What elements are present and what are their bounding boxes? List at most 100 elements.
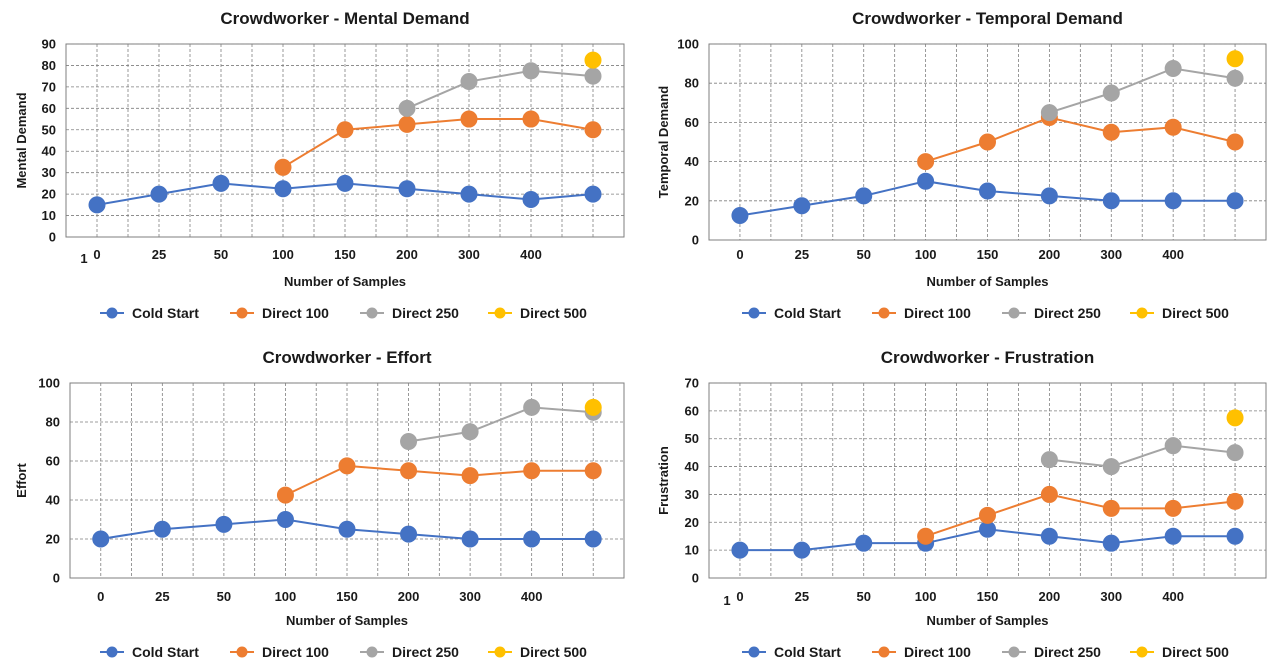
data-point-direct-100 bbox=[584, 121, 602, 139]
y-tick-label: 40 bbox=[685, 459, 699, 474]
x-tick-label: 50 bbox=[217, 589, 231, 604]
chart-title: Crowdworker - Mental Demand bbox=[220, 9, 469, 28]
data-point-direct-100 bbox=[584, 462, 602, 480]
y-tick-label: 50 bbox=[685, 431, 699, 446]
data-point-direct-100 bbox=[917, 527, 935, 545]
x-tick-label: 150 bbox=[977, 589, 999, 604]
series-line-direct-100 bbox=[285, 464, 594, 497]
data-point-cold-start bbox=[979, 182, 996, 200]
y-tick-label: 40 bbox=[42, 144, 56, 159]
data-point-direct-250 bbox=[400, 433, 418, 450]
x-tick-label: 25 bbox=[152, 247, 166, 262]
data-point-direct-100 bbox=[398, 115, 416, 133]
x-tick-label: 0 bbox=[93, 247, 100, 262]
y-tick-label: 0 bbox=[692, 233, 699, 248]
x-tick-label: 300 bbox=[458, 247, 480, 262]
x-tick-label: 150 bbox=[334, 247, 356, 262]
y-tick-label: 60 bbox=[685, 403, 699, 418]
data-point-direct-100 bbox=[1040, 485, 1058, 503]
y-tick-label: 80 bbox=[685, 76, 699, 91]
series-line-direct-250 bbox=[1049, 67, 1236, 114]
data-point-direct-250 bbox=[1164, 60, 1182, 77]
y-tick-label: 0 bbox=[49, 230, 56, 245]
x-tick-label: 50 bbox=[214, 247, 228, 262]
data-point-cold-start bbox=[584, 530, 602, 548]
x-tick-label: 0 bbox=[736, 247, 743, 262]
data-point-direct-250 bbox=[1102, 84, 1120, 102]
data-point-direct-100 bbox=[400, 462, 418, 480]
x-tick-label: 50 bbox=[856, 247, 870, 262]
data-point-direct-250 bbox=[1040, 451, 1058, 469]
data-point-cold-start bbox=[793, 541, 811, 559]
legend-item-direct-100: Direct 100 bbox=[872, 644, 971, 660]
legend-label: Direct 250 bbox=[1034, 305, 1101, 321]
y-tick-label: 0 bbox=[53, 571, 60, 586]
legend-item-direct-500: Direct 500 bbox=[1130, 644, 1229, 660]
legend-label: Direct 250 bbox=[1034, 644, 1101, 660]
legend-label: Direct 250 bbox=[392, 644, 459, 660]
legend-marker bbox=[1136, 646, 1148, 658]
legend-label: Cold Start bbox=[774, 644, 841, 660]
data-point-direct-250 bbox=[1226, 69, 1244, 87]
data-point-direct-100 bbox=[338, 457, 356, 475]
x-tick-label: 0 bbox=[736, 589, 743, 604]
x-tick-label: 150 bbox=[977, 247, 999, 262]
x-tick-label: 300 bbox=[459, 589, 481, 604]
data-point-direct-250 bbox=[1040, 104, 1058, 122]
y-tick-label: 60 bbox=[685, 115, 699, 130]
x-tick-label: 400 bbox=[1162, 247, 1184, 262]
data-point-cold-start bbox=[1040, 187, 1058, 205]
y-axis-label: Mental Demand bbox=[14, 92, 29, 188]
y-tick-label: 70 bbox=[42, 79, 56, 94]
legend-item-cold-start: Cold Start bbox=[742, 644, 841, 660]
data-point-cold-start bbox=[1226, 192, 1244, 210]
y-tick-label: 20 bbox=[685, 193, 699, 208]
legend-item-cold-start: Cold Start bbox=[100, 305, 199, 321]
x-tick-label: 150 bbox=[336, 589, 358, 604]
y-tick-label: 80 bbox=[46, 415, 60, 430]
data-point-cold-start bbox=[1040, 527, 1058, 545]
data-point-cold-start bbox=[400, 525, 418, 543]
legend-label: Direct 100 bbox=[904, 644, 971, 660]
legend-marker bbox=[878, 646, 890, 658]
data-point-cold-start bbox=[92, 530, 110, 548]
data-point-direct-100 bbox=[522, 110, 540, 128]
data-point-direct-250 bbox=[1226, 444, 1244, 462]
data-point-cold-start bbox=[276, 511, 294, 528]
data-point-cold-start bbox=[1102, 534, 1120, 552]
legend-marker bbox=[494, 307, 506, 319]
x-tick-label: 0 bbox=[97, 589, 104, 604]
y-tick-label: 10 bbox=[42, 208, 56, 223]
data-point-cold-start bbox=[855, 187, 873, 205]
legend-marker bbox=[1136, 307, 1148, 319]
x-axis-label: Number of Samples bbox=[284, 274, 406, 289]
chart-panel-3: Crowdworker - Effort 0 20 40 60 80 100 0 25 50 100… bbox=[14, 348, 625, 660]
data-point-cold-start bbox=[153, 520, 171, 538]
data-point-direct-100 bbox=[460, 110, 478, 128]
x-tick-label: 50 bbox=[856, 589, 870, 604]
x-axis-label: Number of Samples bbox=[286, 613, 408, 628]
legend-item-direct-500: Direct 500 bbox=[488, 305, 587, 321]
data-point-cold-start bbox=[1164, 192, 1182, 210]
data-point-direct-250 bbox=[1102, 458, 1120, 476]
legend-label: Cold Start bbox=[132, 305, 199, 321]
x-tick-label: 100 bbox=[275, 589, 297, 604]
y-tick-label: 70 bbox=[685, 376, 699, 391]
legend-marker bbox=[236, 307, 248, 319]
data-point-direct-500 bbox=[584, 51, 602, 69]
x-tick-label: 25 bbox=[795, 589, 809, 604]
legend-label: Direct 500 bbox=[1162, 305, 1229, 321]
x-tick-label: 200 bbox=[396, 247, 418, 262]
legend-marker bbox=[748, 307, 760, 319]
y-tick-label: 90 bbox=[42, 37, 56, 52]
y-tick-label: 20 bbox=[46, 532, 60, 547]
data-point-cold-start bbox=[917, 172, 935, 190]
data-point-direct-250 bbox=[460, 73, 478, 91]
legend-item-direct-250: Direct 250 bbox=[1002, 305, 1101, 321]
data-point-direct-100 bbox=[1164, 118, 1182, 136]
data-point-direct-100 bbox=[523, 462, 541, 480]
y-tick-label: 30 bbox=[42, 165, 56, 180]
data-point-direct-100 bbox=[1226, 492, 1244, 510]
data-point-cold-start bbox=[523, 530, 541, 548]
y-tick-label: 20 bbox=[42, 187, 56, 202]
